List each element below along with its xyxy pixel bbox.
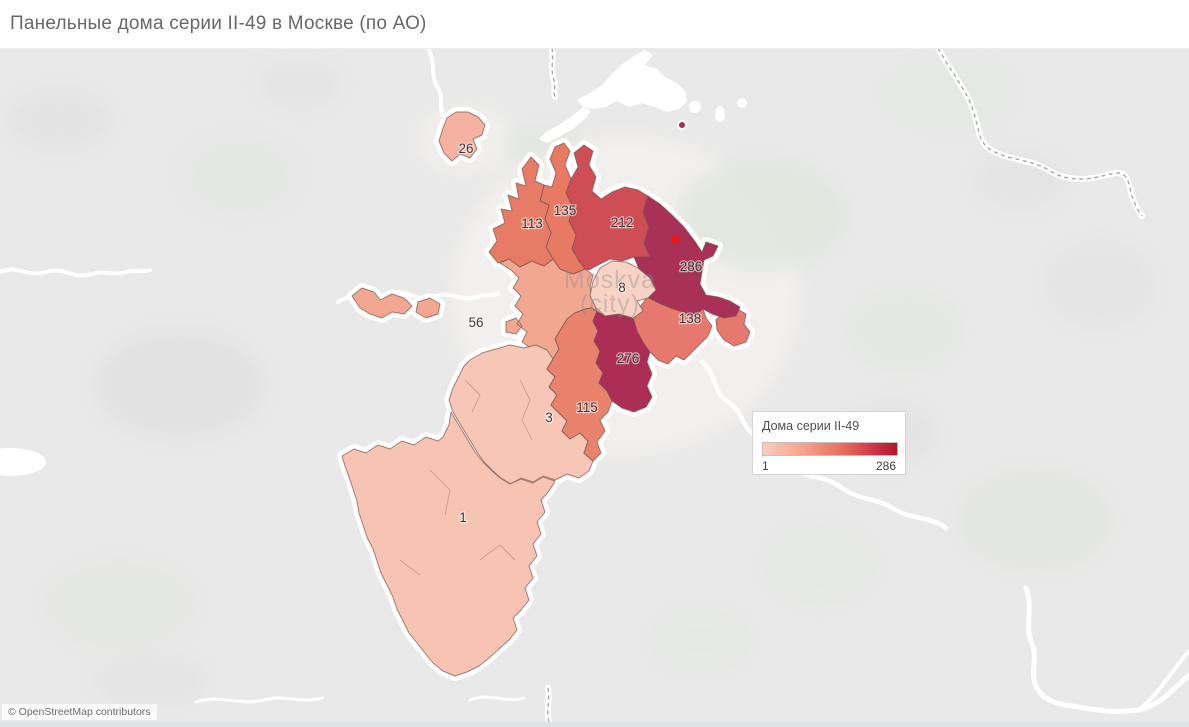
region-value-label: 113 — [521, 216, 543, 231]
legend-gradient-bar[interactable] — [762, 442, 898, 456]
basemap-admin-boundaries — [544, 45, 1145, 725]
region-value-label: 212 — [611, 215, 634, 230]
legend-scale: 1 286 — [762, 459, 896, 473]
legend-min-label: 1 — [762, 459, 769, 473]
region-value-label: 1 — [459, 510, 467, 525]
title-bar: Панельные дома серии II-49 в Москве (по … — [0, 0, 1189, 49]
legend-max-label: 286 — [875, 459, 896, 473]
svg-text:Moskva: Moskva — [564, 266, 656, 294]
region-value-label: 135 — [554, 203, 577, 218]
region-value-label: 8 — [618, 280, 626, 295]
region-value-label: 56 — [468, 315, 483, 330]
bottom-strip — [0, 722, 1189, 727]
page-title: Панельные дома серии II-49 в Москве (по … — [10, 13, 427, 34]
color-legend[interactable]: Дома серии II-49 1 286 — [752, 411, 906, 475]
svg-text:(city): (city) — [580, 290, 640, 318]
osm-attribution[interactable]: © OpenStreetMap contributors — [2, 704, 157, 720]
basemap-city-label: Moskva (city) — [564, 266, 656, 318]
region-value-label: 3 — [545, 410, 553, 425]
small-exclave-dot — [677, 120, 687, 130]
legend-title: Дома серии II-49 — [762, 419, 860, 433]
region-value-label: 138 — [679, 311, 702, 326]
region-value-label: 26 — [458, 141, 473, 156]
region-value-label: 115 — [576, 400, 598, 415]
region-value-label: 286 — [680, 259, 703, 274]
settlement-borders — [399, 379, 533, 576]
region-value-label: 276 — [617, 351, 640, 366]
center-point-marker[interactable] — [670, 234, 680, 244]
region-value-labels: 26 113 135 212 286 8 56 138 276 115 3 1 — [457, 140, 703, 527]
